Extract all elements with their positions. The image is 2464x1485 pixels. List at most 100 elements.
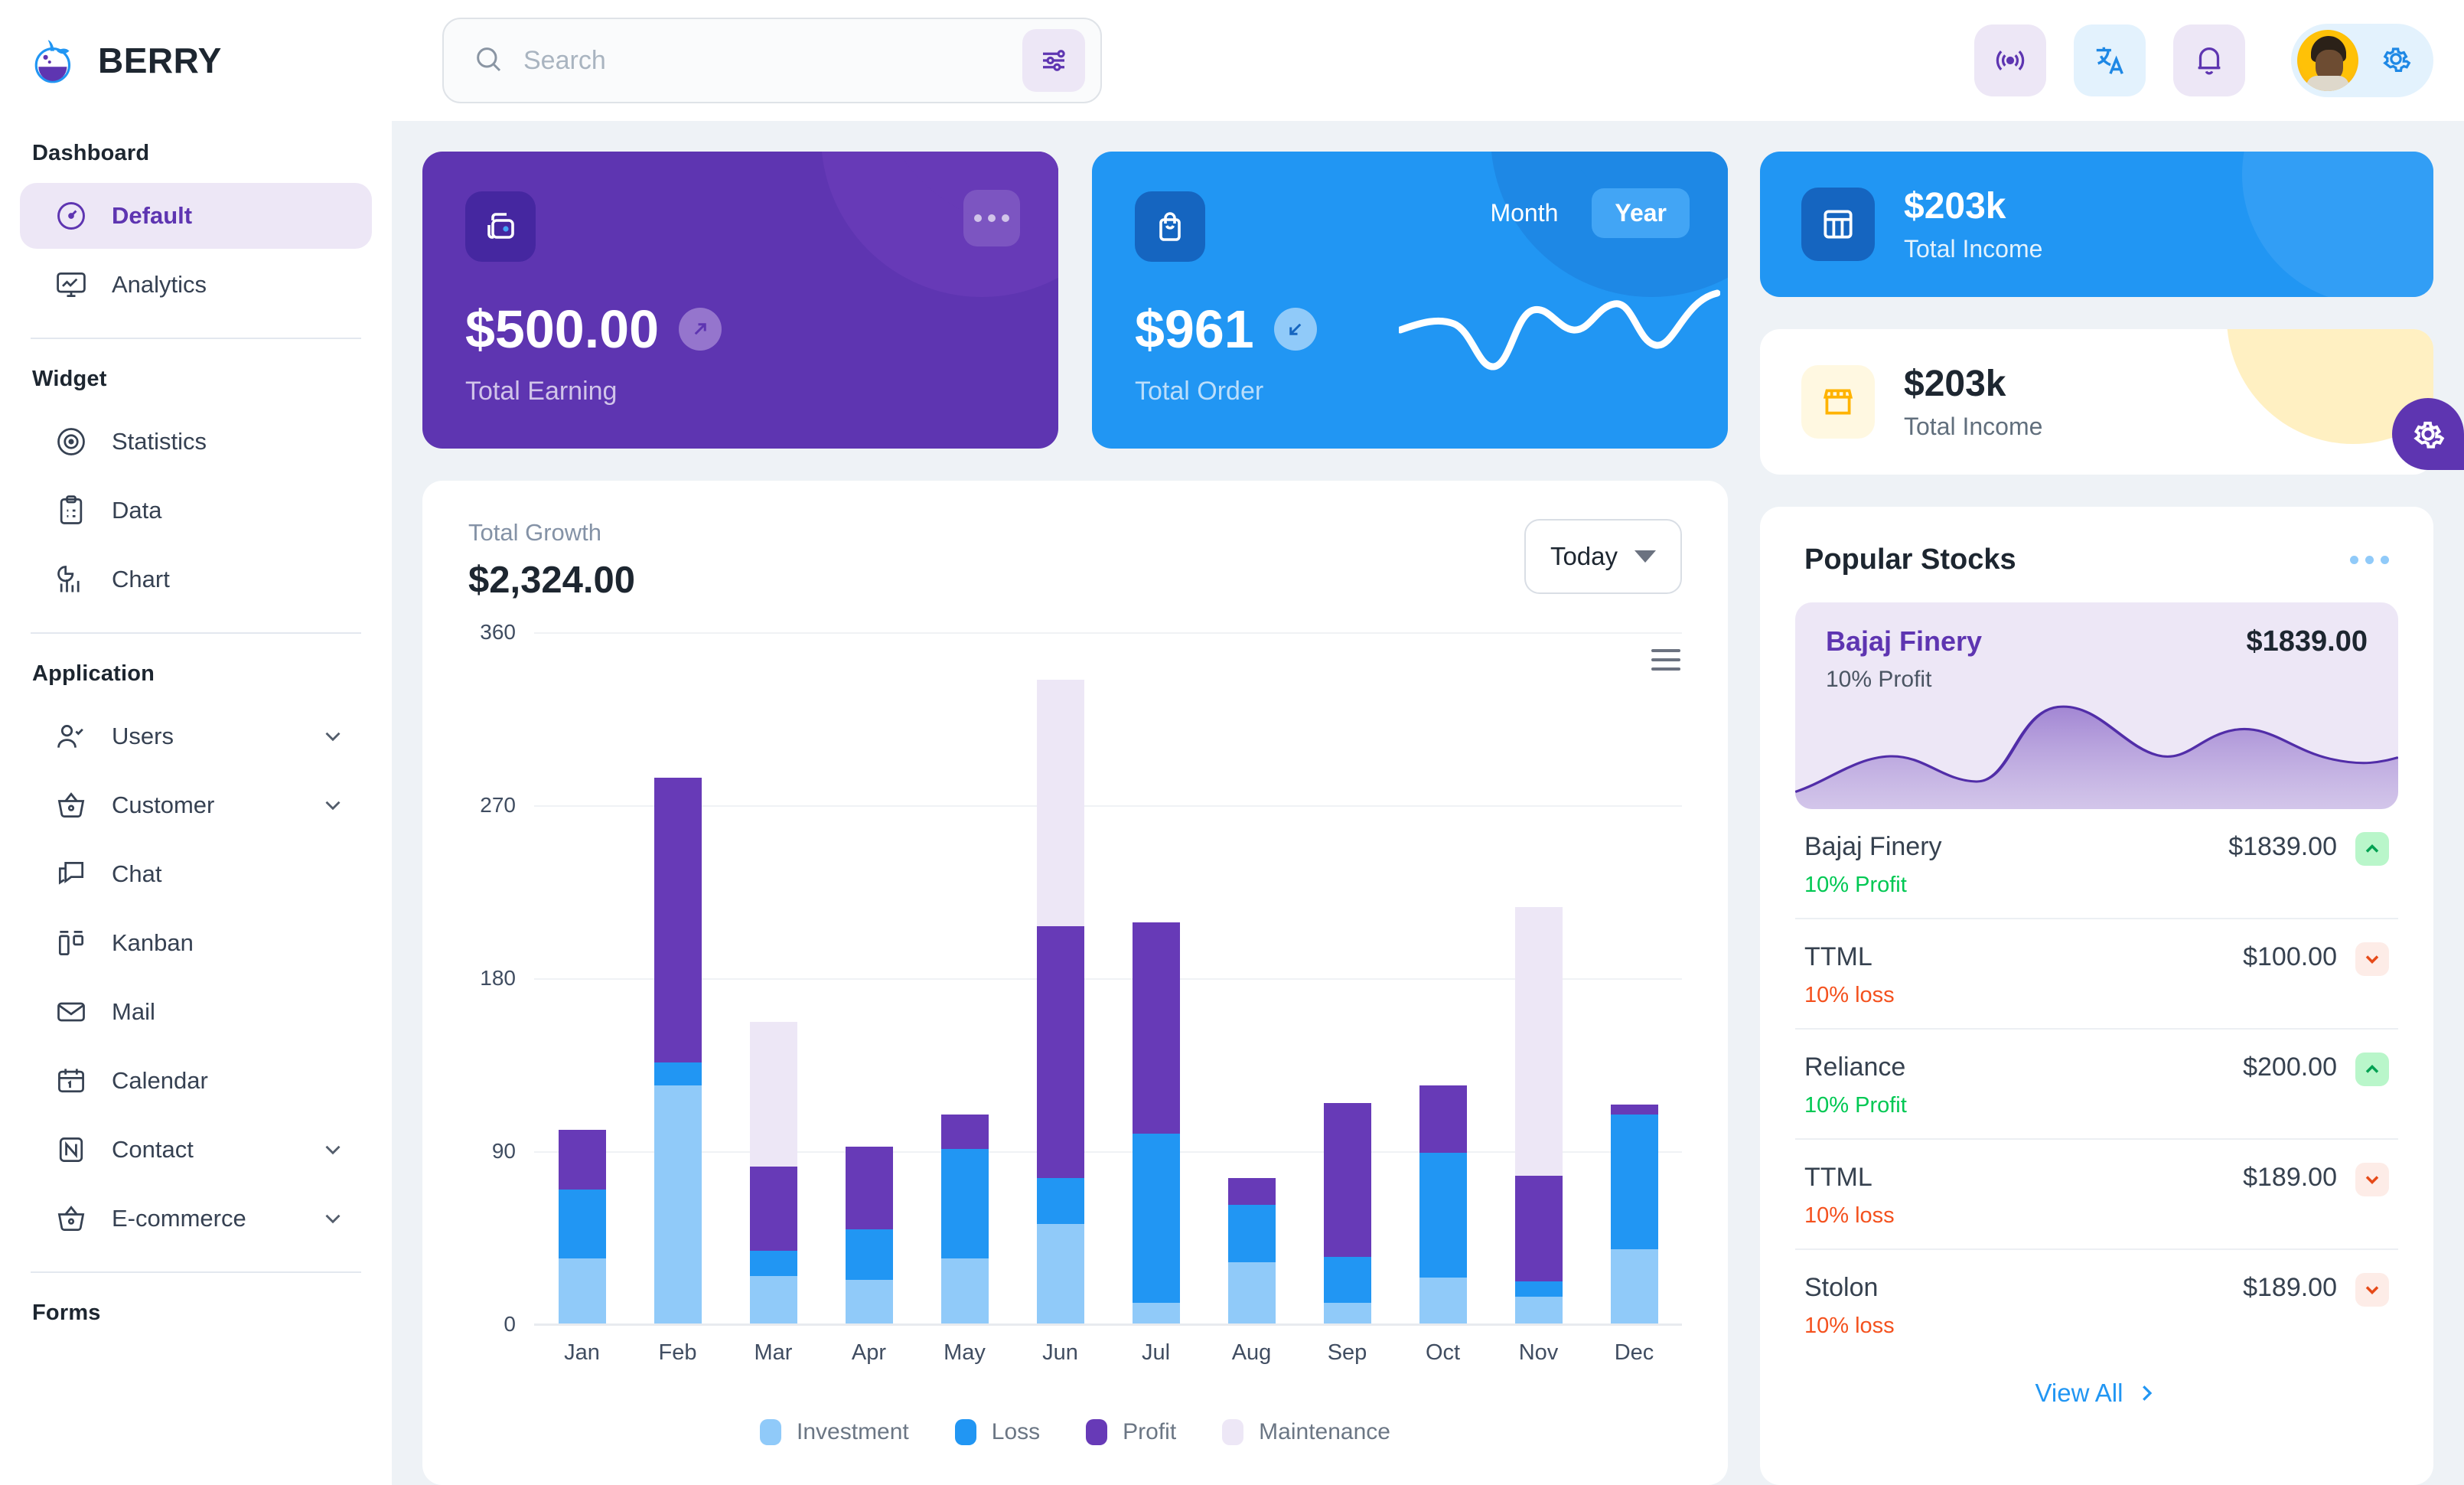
sidebar-item-statistics[interactable]: Statistics [20,409,372,475]
chevron-down-icon [320,1137,346,1163]
bar-segment [1132,1302,1180,1326]
legend-swatch [760,1419,782,1445]
bar-segment [749,1275,797,1326]
broadcast-button[interactable] [1974,24,2046,96]
kanban-icon [54,925,89,961]
stock-row[interactable]: TTML 10% loss $100.00 [1795,919,2398,1030]
profile-menu[interactable] [2291,24,2433,97]
dashboard-icon [54,198,89,233]
statistics-icon [54,424,89,459]
bar-segment [558,1129,606,1190]
sidebar-item-label: Mail [112,998,155,1025]
bar-stack[interactable] [845,634,893,1326]
sidebar-item-chat[interactable]: Chat [20,841,372,907]
chart-bars [534,634,1682,1326]
bar-segment [1514,1281,1563,1297]
legend-item[interactable]: Loss [954,1419,1040,1445]
stock-name: Reliance [1804,1053,1906,1082]
total-income-blue-card: $203k Total Income [1760,152,2433,297]
bar-segment [653,1062,702,1086]
bar-segment [940,1258,989,1326]
y-axis-tick-label: 0 [504,1312,516,1336]
chevron-down-icon [1635,550,1656,563]
stock-row-left: Reliance 10% Profit [1804,1053,2243,1118]
bar-stack[interactable] [1132,634,1180,1326]
legend-item[interactable]: Maintenance [1222,1419,1390,1445]
mail-icon [54,994,89,1030]
stock-name: Stolon [1804,1273,1879,1302]
gridline: 270 [480,793,1682,817]
settings-fab-button[interactable] [2392,398,2464,470]
toggle-month[interactable]: Month [1490,199,1559,227]
x-axis-tick-label: Feb [658,1340,697,1365]
chart-menu-button[interactable] [1651,643,1680,677]
x-axis-tick-label: Oct [1425,1340,1461,1365]
period-select[interactable]: Today [1524,519,1682,594]
bar-stack[interactable] [653,634,702,1326]
sidebar-item-kanban[interactable]: Kanban [20,910,372,976]
stock-name: TTML [1804,1163,1872,1192]
period-toggle[interactable]: Month Year [1467,188,1690,238]
legend-item[interactable]: Investment [760,1419,909,1445]
card-menu-button[interactable] [963,190,1020,246]
stock-row[interactable]: Reliance 10% Profit $200.00 [1795,1030,2398,1140]
stocks-menu-button[interactable] [2350,556,2389,564]
stock-change: 10% Profit [1804,873,1907,897]
brand[interactable]: BERRY [0,0,392,121]
bar-stack[interactable] [558,634,606,1326]
income-white-label: Total Income [1904,413,2043,440]
sidebar-item-chart[interactable]: Chart [20,547,372,612]
bar-segment [1227,1262,1276,1326]
bar-stack[interactable] [749,634,797,1326]
sidebar-item-ecommerce[interactable]: E-commerce [20,1186,372,1252]
x-axis-tick-label: Apr [851,1340,887,1365]
sidebar-item-label: Customer [112,791,215,818]
featured-left: Bajaj Finery 10% Profit [1826,625,1982,693]
chevron-down-icon [2355,942,2389,976]
bar-stack[interactable] [1419,634,1467,1326]
bar-segment [845,1229,893,1280]
search-box[interactable] [442,18,1102,103]
stock-row-left: TTML 10% loss [1804,942,2243,1008]
notifications-button[interactable] [2173,24,2245,96]
bar-segment [1132,922,1180,1134]
growth-subtitle: Total Growth [468,519,602,546]
bar-segment [1227,1204,1276,1263]
stock-row[interactable]: TTML 10% loss $189.00 [1795,1140,2398,1250]
sidebar-item-customer[interactable]: Customer [20,772,372,838]
sidebar-item-contact[interactable]: Contact [20,1117,372,1183]
bar-segment [1323,1302,1371,1326]
gear-icon[interactable] [2378,41,2413,80]
bar-stack[interactable] [940,634,989,1326]
stock-row[interactable]: Stolon 10% loss $189.00 [1795,1250,2398,1359]
bar-stack[interactable] [1036,634,1084,1326]
search-input[interactable] [523,45,1002,76]
bar-stack[interactable] [1323,634,1371,1326]
stock-price: $100.00 [2243,942,2337,971]
bar-segment [940,1149,989,1259]
sidebar-item-users[interactable]: Users [20,703,372,769]
income-white-value: $203k [1904,364,2006,404]
sidebar-item-default[interactable]: Default [20,183,372,249]
y-axis-tick-label: 360 [480,620,516,644]
sidebar-item-calendar[interactable]: Calendar [20,1048,372,1114]
view-all-button[interactable]: View All [1795,1359,2398,1412]
featured-stock[interactable]: Bajaj Finery 10% Profit $1839.00 [1795,602,2398,809]
x-axis-tick-label: Mar [754,1340,793,1365]
stocks-title: Popular Stocks [1804,543,2016,576]
sidebar-item-analytics[interactable]: Analytics [20,252,372,318]
search-filter-button[interactable] [1022,29,1085,92]
sidebar-item-data[interactable]: Data [20,478,372,543]
translate-button[interactable] [2074,24,2146,96]
sidebar-item-mail[interactable]: Mail [20,979,372,1045]
bar-stack[interactable] [1227,634,1276,1326]
bar-stack[interactable] [1610,634,1658,1326]
basket-icon [54,788,89,823]
sidebar-item-label: Calendar [112,1067,208,1094]
legend-item[interactable]: Profit [1086,1419,1176,1445]
bar-segment [1514,1297,1563,1326]
toggle-year[interactable]: Year [1592,188,1690,238]
stock-row[interactable]: Bajaj Finery 10% Profit $1839.00 [1795,809,2398,919]
bar-stack[interactable] [1514,634,1563,1326]
